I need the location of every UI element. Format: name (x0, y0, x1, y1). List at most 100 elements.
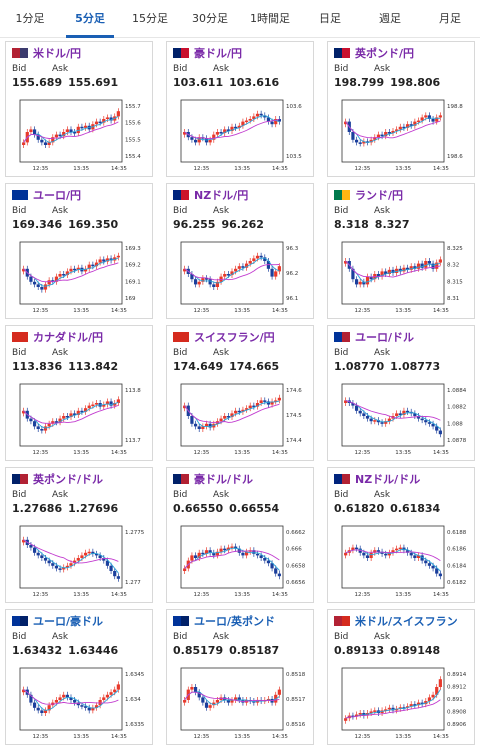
y-tick-label: 1.088 (447, 421, 463, 427)
currency-card[interactable]: カナダドル/円 Bid Ask 113.836 113.842 113.8 113.7 12:… (5, 325, 153, 461)
pair-name[interactable]: 米ドル/円 (33, 47, 82, 60)
currency-card[interactable]: ユーロ/ドル Bid Ask 1.08770 1.08773 1.0884 1.0882 1.… (327, 325, 475, 461)
currency-card[interactable]: 米ドル/円 Bid Ask 155.689 155.691 155.7 155.6 155.5… (5, 41, 153, 177)
pair-name[interactable]: 英ポンド/円 (355, 47, 415, 60)
bid-value: 0.61820 (334, 502, 385, 515)
price-chart: 0.6662 0.666 0.6658 0.6656 12:35 13:35 14:35 (180, 525, 306, 598)
bid-value: 169.346 (12, 218, 63, 231)
candle (87, 551, 91, 554)
tab-daily[interactable]: 日足 (319, 12, 341, 25)
candle (29, 694, 33, 703)
candle (201, 552, 205, 555)
card-header: NZドル/円 (173, 188, 309, 202)
currency-card[interactable]: 豪ドル/円 Bid Ask 103.611 103.616 103.6 103.5 12:35… (166, 41, 314, 177)
price-values: 103.611 103.616 (173, 76, 285, 89)
pair-name[interactable]: NZドル/円 (194, 189, 249, 202)
pair-name[interactable]: ユーロ/円 (33, 189, 82, 202)
currency-card[interactable]: 豪ドル/ドル Bid Ask 0.66550 0.66554 0.6662 0.666 0.6… (166, 467, 314, 603)
candle (109, 692, 113, 695)
tab-5min[interactable]: 5分足 (60, 0, 120, 38)
candle (91, 264, 95, 267)
currency-card[interactable]: 英ポンド/ドル Bid Ask 1.27686 1.27696 1.2775 1.277 12… (5, 467, 153, 603)
candle (376, 550, 381, 552)
pair-name[interactable]: NZドル/ドル (355, 473, 421, 486)
candle (391, 269, 395, 273)
candle (94, 553, 99, 556)
candle (252, 550, 256, 554)
candle (58, 568, 62, 570)
candle (351, 132, 355, 140)
candle (416, 555, 421, 558)
candle (58, 697, 62, 700)
ma-fast-line (345, 260, 441, 283)
pair-name[interactable]: ランド/円 (355, 189, 404, 202)
flag-icon (173, 474, 189, 484)
candle (113, 257, 117, 261)
tab-15min[interactable]: 15分足 (132, 12, 168, 25)
candle (208, 423, 212, 428)
pair-name[interactable]: スイスフラン/円 (194, 331, 275, 344)
candle (29, 276, 33, 282)
candle (358, 281, 362, 285)
candle (376, 274, 381, 277)
y-tick-label: 0.8518 (286, 672, 306, 678)
bid-value: 8.318 (334, 218, 369, 231)
pair-name[interactable]: 豪ドル/円 (194, 47, 243, 60)
tab-monthly[interactable]: 月足 (439, 12, 461, 25)
ma-slow-line (345, 549, 441, 561)
currency-card[interactable]: 米ドル/スイスフラン Bid Ask 0.89133 0.89148 0.8914 0.89… (327, 609, 475, 745)
y-tick-label: 1.6335 (125, 722, 145, 728)
candle (351, 268, 355, 280)
candle (102, 558, 106, 561)
pair-name[interactable]: ユーロ/ドル (355, 331, 415, 344)
candle (362, 281, 366, 285)
candle (83, 268, 88, 272)
currency-card[interactable]: NZドル/円 Bid Ask 96.255 96.262 96.3 96.2 96.1 12:3… (166, 183, 314, 319)
candle (409, 552, 413, 556)
currency-card[interactable]: スイスフラン/円 Bid Ask 174.649 174.665 174.6 174.5 17… (166, 325, 314, 461)
pair-name[interactable]: 英ポンド/ドル (33, 473, 104, 486)
y-tick-label: 155.4 (125, 154, 141, 160)
pair-name[interactable]: ユーロ/英ポンド (194, 615, 276, 628)
candle (438, 679, 442, 687)
candle (263, 115, 267, 118)
price-chart: 174.6 174.5 174.4 12:35 13:35 14:35 (180, 383, 302, 456)
price-values: 169.346 169.350 (12, 218, 124, 231)
price-values: 0.89133 0.89148 (334, 644, 446, 657)
pair-name[interactable]: ユーロ/豪ドル (33, 615, 104, 628)
candle (105, 258, 110, 262)
candle (226, 700, 230, 703)
pair-name[interactable]: 米ドル/スイスフラン (355, 615, 458, 628)
card-header: スイスフラン/円 (173, 330, 309, 344)
tab-weekly[interactable]: 週足 (379, 12, 401, 25)
currency-card[interactable]: ユーロ/豪ドル Bid Ask 1.63432 1.63446 1.6345 1.634 1.… (5, 609, 153, 745)
currency-card[interactable]: ユーロ/英ポンド Bid Ask 0.85179 0.85187 0.8518 0.8517… (166, 609, 314, 745)
tab-1hour[interactable]: 1時間足 (250, 12, 290, 25)
bid-label: Bid (173, 490, 188, 500)
pair-name[interactable]: カナダドル/円 (33, 331, 104, 344)
candle (223, 416, 227, 419)
currency-card[interactable]: ランド/円 Bid Ask 8.318 8.327 8.325 8.32 8.315 8.31 1… (327, 183, 475, 319)
y-tick-label: 0.8912 (447, 685, 466, 691)
y-tick-label: 1.0878 (447, 438, 467, 444)
candle (266, 401, 271, 405)
candle (234, 410, 238, 414)
tab-1min[interactable]: 1分足 (15, 12, 45, 25)
candle (230, 700, 234, 703)
pair-name[interactable]: 豪ドル/ドル (194, 473, 254, 486)
currency-card[interactable]: 英ポンド/円 Bid Ask 198.799 198.806 198.8 198.6 12:3… (327, 41, 475, 177)
candle (183, 700, 187, 703)
currency-card[interactable]: ユーロ/円 Bid Ask 169.346 169.350 169.3 169.2 169.1… (5, 183, 153, 319)
card-header: ランド/円 (334, 188, 470, 202)
candle (387, 132, 391, 134)
candle (409, 124, 413, 126)
currency-card[interactable]: NZドル/ドル Bid Ask 0.61820 0.61834 0.6188 0.6186 0… (327, 467, 475, 603)
candle (43, 558, 48, 561)
candle (365, 555, 370, 558)
y-tick-label: 0.6186 (447, 547, 467, 553)
candle (365, 276, 370, 285)
x-tick-label: 13:35 (234, 308, 250, 314)
candle (208, 279, 212, 285)
tab-30min[interactable]: 30分足 (192, 12, 228, 25)
ma-slow-line (23, 121, 119, 143)
